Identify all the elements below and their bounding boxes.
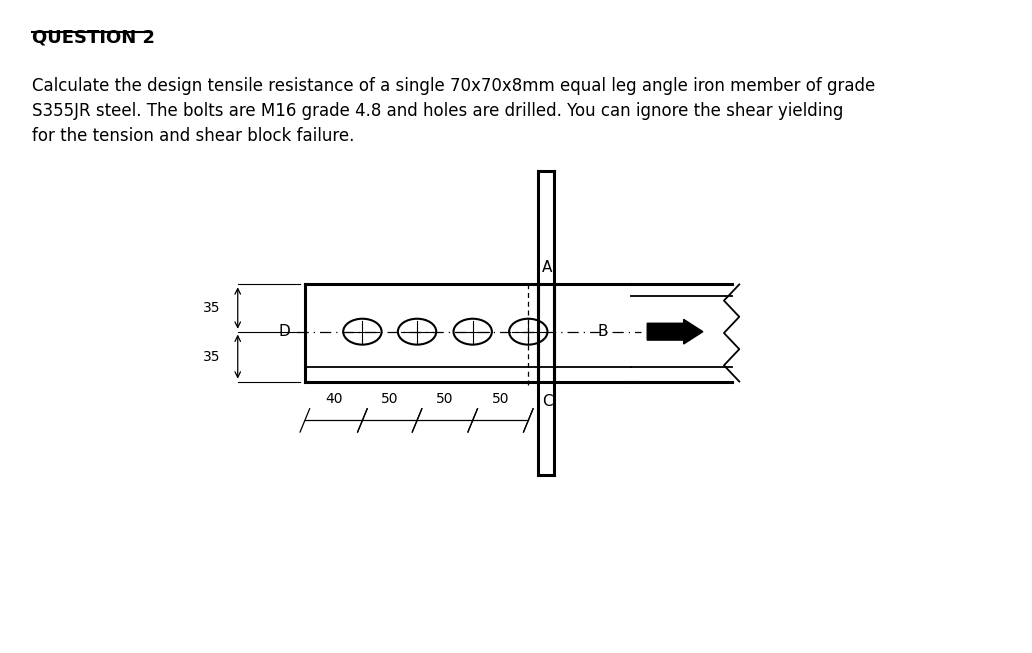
Text: 50: 50	[492, 392, 509, 406]
Text: C: C	[542, 394, 553, 409]
FancyArrow shape	[647, 319, 703, 344]
Text: B: B	[598, 324, 608, 339]
Text: D: D	[279, 324, 290, 339]
Text: Calculate the design tensile resistance of a single 70x70x8mm equal leg angle ir: Calculate the design tensile resistance …	[32, 77, 875, 145]
Text: 35: 35	[203, 349, 221, 364]
Text: 50: 50	[381, 392, 398, 406]
Text: 50: 50	[437, 392, 454, 406]
Text: 40: 40	[325, 392, 343, 406]
Text: A: A	[542, 260, 553, 275]
Text: QUESTION 2: QUESTION 2	[32, 29, 155, 46]
Text: 35: 35	[203, 301, 221, 315]
